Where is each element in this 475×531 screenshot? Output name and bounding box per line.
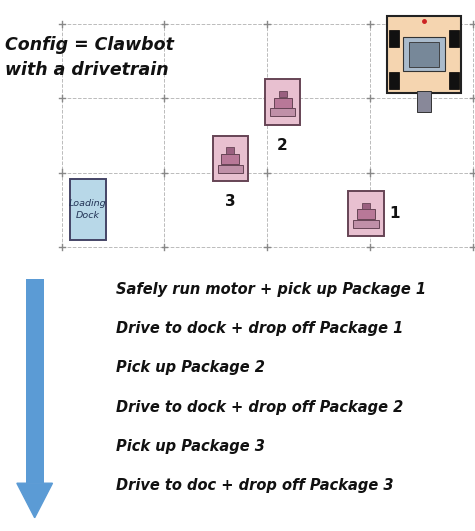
Bar — [274, 98, 292, 108]
Bar — [362, 203, 370, 209]
Bar — [353, 220, 379, 228]
Bar — [279, 91, 286, 98]
Bar — [418, 91, 430, 112]
Text: Pick up Package 2: Pick up Package 2 — [116, 361, 265, 375]
Bar — [213, 136, 248, 181]
Text: Pick up Package 3: Pick up Package 3 — [116, 439, 265, 454]
Text: Drive to doc + drop off Package 3: Drive to doc + drop off Package 3 — [116, 478, 394, 493]
Bar — [218, 165, 243, 173]
Text: 1: 1 — [390, 206, 400, 221]
Polygon shape — [17, 483, 52, 518]
Text: 3: 3 — [225, 194, 236, 209]
Bar — [389, 30, 399, 47]
Bar — [357, 209, 375, 219]
Bar — [70, 179, 105, 241]
Bar — [449, 72, 459, 89]
Bar — [387, 16, 461, 93]
Text: with a drivetrain: with a drivetrain — [5, 61, 168, 79]
Bar — [449, 30, 459, 47]
Bar — [409, 42, 439, 67]
Text: Loading
Dock: Loading Dock — [69, 199, 107, 220]
Text: 2: 2 — [277, 138, 288, 153]
Bar — [227, 148, 234, 154]
Bar — [265, 79, 300, 124]
Text: Drive to dock + drop off Package 1: Drive to dock + drop off Package 1 — [116, 321, 404, 336]
Text: Config = Clawbot: Config = Clawbot — [5, 36, 174, 54]
Text: Safely run motor + pick up Package 1: Safely run motor + pick up Package 1 — [116, 282, 427, 297]
Bar — [389, 72, 399, 89]
Text: Drive to dock + drop off Package 2: Drive to dock + drop off Package 2 — [116, 400, 404, 415]
Bar — [348, 191, 384, 236]
Bar — [403, 38, 445, 71]
Bar — [26, 279, 44, 483]
Bar — [221, 154, 239, 164]
Bar — [270, 108, 295, 116]
